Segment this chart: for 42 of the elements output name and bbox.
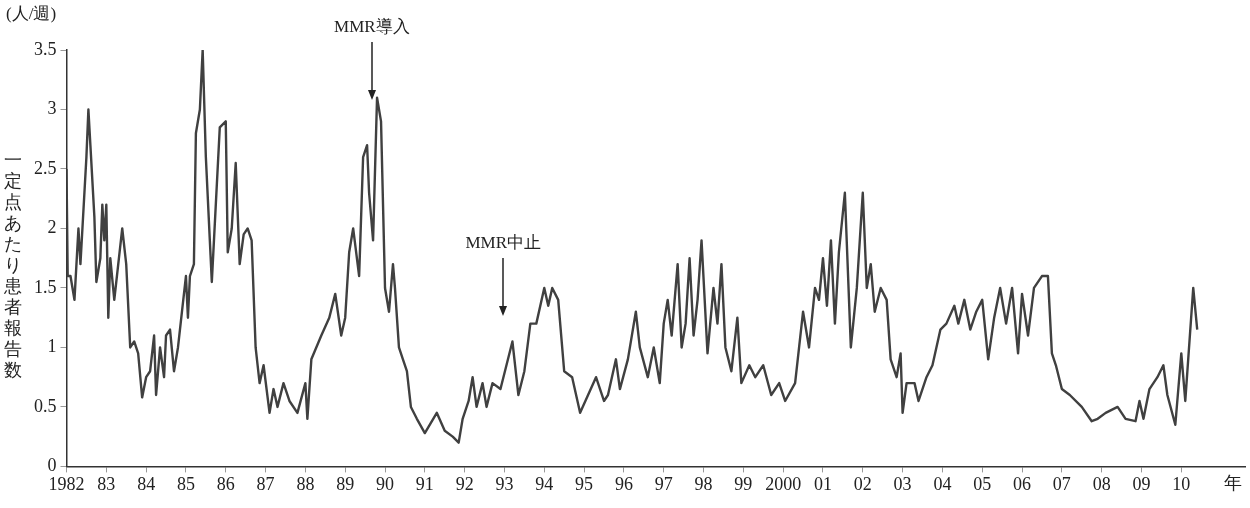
x-tick-label: 10: [1172, 473, 1191, 494]
x-axis-title: 年: [1224, 473, 1242, 494]
x-tick-label: 86: [216, 473, 235, 494]
x-tick-label: 2000: [765, 473, 802, 494]
x-tick-label: 90: [376, 473, 395, 494]
y-tick-label: 1.5: [34, 276, 57, 297]
text: 一定点あたり患者報告数: [4, 150, 22, 380]
x-tick-label: 96: [614, 473, 633, 494]
x-tick-label: 92: [455, 473, 474, 494]
x-tick-label: 07: [1052, 473, 1071, 494]
x-tick-label: 04: [933, 473, 952, 494]
x-tick-label: 1982: [48, 473, 85, 494]
x-tick-label: 99: [734, 473, 753, 494]
x-tick-label: 06: [1013, 473, 1032, 494]
x-tick-label: 01: [813, 473, 832, 494]
x-tick-label: 03: [893, 473, 912, 494]
y-tick-label: 1: [47, 336, 57, 357]
x-tick-label: 02: [853, 473, 872, 494]
annotation: MMR導入: [334, 16, 410, 36]
x-tick-label: 84: [137, 473, 156, 494]
y-tick-label: 0.5: [34, 395, 57, 416]
x-tick-label: 97: [654, 473, 673, 494]
x-tick-label: 85: [176, 473, 195, 494]
x-tick-label: 98: [694, 473, 713, 494]
x-tick-label: 95: [575, 473, 594, 494]
annotation: MMR中止: [465, 233, 542, 253]
y-tick-label: 3.5: [34, 38, 57, 59]
x-tick-label: 05: [973, 473, 992, 494]
y-tick-label: 0: [47, 455, 57, 476]
x-tick-label: 08: [1092, 473, 1111, 494]
x-tick-label: 94: [535, 473, 554, 494]
y-tick-label: 3: [47, 98, 57, 119]
y-tick-label: 2.5: [34, 157, 57, 178]
x-tick-label: 89: [336, 473, 355, 494]
y-tick-label: 2: [47, 217, 57, 238]
x-tick-label: 83: [97, 473, 116, 494]
x-tick-label: 88: [296, 473, 315, 494]
x-tick-label: 93: [495, 473, 514, 494]
x-tick-label: 09: [1132, 473, 1151, 494]
x-tick-label: 87: [256, 473, 275, 494]
text: (人/週): [6, 3, 57, 23]
x-tick-label: 91: [415, 473, 434, 494]
